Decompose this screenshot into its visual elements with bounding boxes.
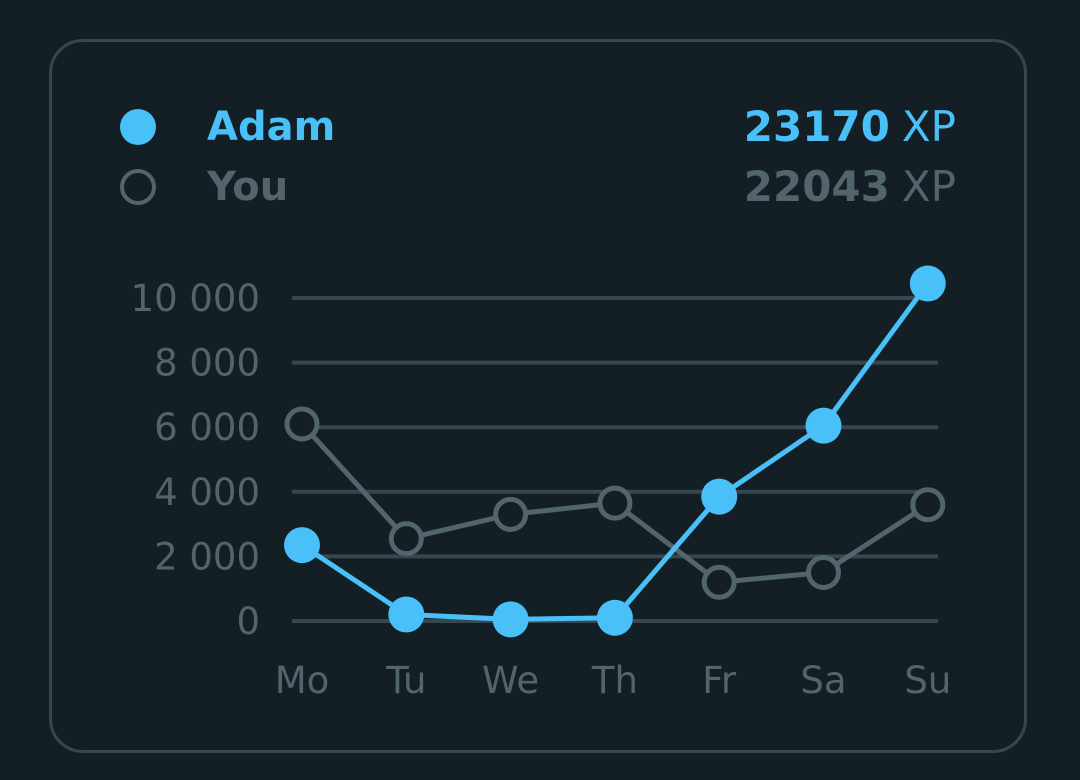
x-tick-label: Th [591, 659, 638, 702]
legend-name-you: You [207, 164, 289, 210]
point-you [597, 485, 633, 521]
x-tick-label: We [482, 659, 539, 702]
point-adam [388, 596, 425, 633]
point-adam [596, 599, 633, 636]
x-tick-label: Fr [702, 659, 737, 702]
y-tick-label: 2 000 [154, 535, 260, 578]
x-tick-label: Sa [800, 659, 846, 702]
legend-xp-adam: 23170 XP [744, 99, 956, 155]
point-you [910, 487, 946, 523]
point-you [806, 555, 841, 591]
point-adam [284, 527, 320, 564]
y-tick-label: 4 000 [154, 471, 260, 514]
point-adam [492, 601, 529, 638]
xp-unit-adam: XP [901, 102, 956, 151]
legend-name-adam: Adam [207, 104, 336, 150]
legend-row-adam: Adam 23170 XP [52, 97, 1024, 157]
xp-unit-you: XP [901, 162, 956, 211]
y-tick-label: 6 000 [154, 406, 260, 449]
point-you [493, 496, 529, 532]
y-tick-label: 0 [236, 600, 260, 643]
xp-value-you: 22043 [743, 162, 890, 211]
y-tick-label: 10 000 [131, 277, 260, 320]
point-you [388, 521, 424, 557]
point-adam [909, 265, 946, 302]
adam-filled-dot-icon [120, 109, 156, 145]
xp-value-adam: 23170 [743, 102, 890, 151]
point-you [701, 564, 737, 600]
point-you [284, 406, 320, 442]
x-tick-label: Tu [385, 659, 426, 702]
legend-xp-you: 22043 XP [744, 159, 956, 215]
leaderboard-card: Adam 23170 XP You 22043 XP [49, 39, 1027, 753]
y-tick-label: 8 000 [154, 342, 260, 385]
point-adam [701, 478, 738, 515]
legend-row-you: You 22043 XP [52, 157, 1024, 217]
you-hollow-dot-icon [120, 169, 156, 205]
x-tick-label: Mo [275, 659, 330, 702]
x-tick-label: Su [904, 659, 951, 702]
point-adam [805, 407, 842, 444]
